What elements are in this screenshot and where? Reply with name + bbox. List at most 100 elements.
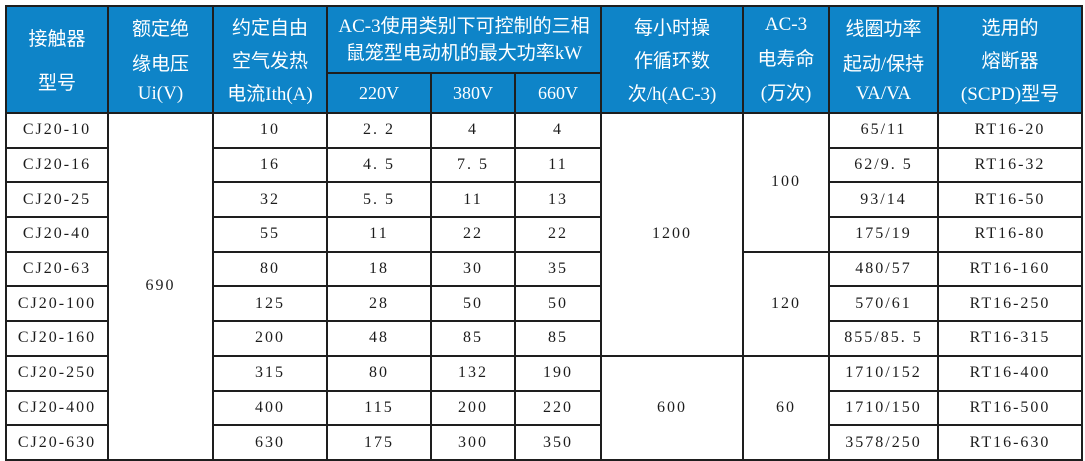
p220-cell: 2. 2 — [326, 112, 432, 149]
header-line: 鼠笼型电动机的最大功率kW — [345, 42, 583, 64]
header-line: 约定自由 — [231, 18, 308, 39]
fuse-cell: RT16-160 — [937, 250, 1084, 288]
model-cell: CJ20-10 — [5, 112, 109, 149]
table-row: CJ20-100 125 28 50 50 570/61 RT16-250 — [5, 285, 1084, 323]
header-line: 额定绝 — [131, 19, 189, 41]
table-row: CJ20-25 32 5. 5 11 13 93/14 RT16-50 — [5, 181, 1084, 219]
fuse-cell: RT16-315 — [937, 320, 1084, 357]
header-line: 起动/保持 — [842, 53, 925, 75]
fuse-cell: RT16-630 — [937, 424, 1084, 461]
p380-cell: 85 — [430, 320, 516, 357]
ith-cell: 400 — [212, 389, 328, 427]
header-fuse-model: 选用的 熔断器 (SCPD)型号 — [937, 5, 1084, 114]
p220-cell: 28 — [326, 285, 432, 323]
coil-cell: 570/61 — [828, 285, 940, 323]
ith-cell: 200 — [212, 320, 328, 357]
fuse-cell: RT16-32 — [937, 146, 1084, 184]
header-line: AC-3使用类别下可控制的三相 — [338, 15, 590, 37]
contactor-spec-table: 接触器 型号 额定绝 缘电压 Ui(V) 约定自由 空气发热 电流Ith(A) — [5, 5, 1084, 461]
fuse-cell: RT16-80 — [937, 216, 1084, 253]
coil-cell: 3578/250 — [828, 424, 940, 461]
header-line: 电流Ith(A) — [227, 84, 313, 105]
p220-cell: 18 — [326, 250, 432, 288]
table-row: CJ20-160 200 48 85 85 855/85. 5 RT16-315 — [5, 320, 1084, 357]
ith-cell: 55 — [212, 216, 328, 253]
table-row: CJ20-10 690 10 2. 2 4 4 1200 100 65/11 R… — [5, 112, 1084, 461]
ith-cell: 80 — [212, 250, 328, 288]
p220-cell: 48 — [326, 320, 432, 357]
header-line: (SCPD)型号 — [960, 84, 1060, 105]
p660-cell: 350 — [513, 424, 603, 461]
header-line: 电寿命 — [757, 48, 815, 70]
coil-cell: 62/9. 5 — [828, 146, 940, 184]
model-cell: CJ20-16 — [5, 146, 109, 184]
p220-cell: 4. 5 — [326, 146, 432, 184]
coil-cell: 1710/150 — [828, 389, 940, 427]
table-row: CJ20-63 80 18 30 35 120 480/57 RT16-160 — [5, 250, 1084, 357]
ith-cell: 125 — [212, 285, 328, 323]
header-contactor-model: 接触器 型号 — [5, 5, 109, 114]
header-insulation-voltage: 额定绝 缘电压 Ui(V) — [107, 5, 214, 114]
p220-cell: 5. 5 — [326, 181, 432, 219]
model-cell: CJ20-160 — [5, 320, 109, 357]
table-body: CJ20-10 690 10 2. 2 4 4 1200 100 65/11 R… — [5, 112, 1084, 461]
cycles-merged-cell: 600 — [600, 354, 745, 461]
header-line: AC-3 — [764, 14, 808, 36]
header-line: 接触器 — [28, 29, 86, 50]
model-cell: CJ20-40 — [5, 216, 109, 253]
ui-voltage-merged-cell: 690 — [107, 112, 214, 461]
header-line: 缘电压 — [131, 53, 189, 75]
p380-cell: 132 — [430, 354, 516, 392]
table-row: CJ20-400 400 115 200 220 1710/150 RT16-5… — [5, 389, 1084, 427]
p380-cell: 7. 5 — [430, 146, 516, 184]
table-row: CJ20-40 55 11 22 22 175/19 RT16-80 — [5, 216, 1084, 253]
header-220v: 220V — [326, 72, 432, 114]
p380-cell: 30 — [430, 250, 516, 288]
p380-cell: 4 — [430, 112, 516, 149]
header-electrical-life: AC-3 电寿命 (万次) — [742, 5, 831, 114]
p660-cell: 220 — [513, 389, 603, 427]
header-660v: 660V — [513, 72, 603, 114]
header-380v: 380V — [430, 72, 516, 114]
life-merged-cell: 100 — [742, 112, 831, 253]
table-row: CJ20-16 16 4. 5 7. 5 11 62/9. 5 RT16-32 — [5, 146, 1084, 184]
life-merged-cell: 120 — [742, 250, 831, 357]
model-cell: CJ20-630 — [5, 424, 109, 461]
p220-cell: 11 — [326, 216, 432, 253]
p220-cell: 80 — [326, 354, 432, 392]
model-cell: CJ20-63 — [5, 250, 109, 288]
header-cycles-per-hour: 每小时操 作循环数 次/h(AC-3) — [600, 5, 745, 114]
ith-cell: 630 — [212, 424, 328, 461]
p380-cell: 300 — [430, 424, 516, 461]
p220-cell: 175 — [326, 424, 432, 461]
ith-cell: 10 — [212, 112, 328, 149]
header-line: (万次) — [760, 82, 812, 104]
header-line: 熔断器 — [981, 51, 1039, 72]
table-header: 接触器 型号 额定绝 缘电压 Ui(V) 约定自由 空气发热 电流Ith(A) — [5, 5, 1084, 114]
fuse-cell: RT16-50 — [937, 181, 1084, 219]
p380-cell: 200 — [430, 389, 516, 427]
header-coil-power: 线圈功率 起动/保持 VA/VA — [828, 5, 940, 114]
p660-cell: 11 — [513, 146, 603, 184]
p660-cell: 85 — [513, 320, 603, 357]
coil-cell: 855/85. 5 — [828, 320, 940, 357]
p660-cell: 35 — [513, 250, 603, 288]
ith-cell: 32 — [212, 181, 328, 219]
model-cell: CJ20-25 — [5, 181, 109, 219]
coil-cell: 175/19 — [828, 216, 940, 253]
model-cell: CJ20-400 — [5, 389, 109, 427]
fuse-cell: RT16-400 — [937, 354, 1084, 392]
fuse-cell: RT16-250 — [937, 285, 1084, 323]
header-line: 空气发热 — [231, 51, 308, 72]
ith-cell: 16 — [212, 146, 328, 184]
model-cell: CJ20-250 — [5, 354, 109, 392]
model-cell: CJ20-100 — [5, 285, 109, 323]
header-line: 选用的 — [981, 18, 1039, 39]
p220-cell: 115 — [326, 389, 432, 427]
p380-cell: 11 — [430, 181, 516, 219]
header-line: VA/VA — [855, 82, 912, 104]
header-line: 每小时操 — [634, 18, 711, 39]
p660-cell: 50 — [513, 285, 603, 323]
coil-cell: 480/57 — [828, 250, 940, 288]
p380-cell: 50 — [430, 285, 516, 323]
